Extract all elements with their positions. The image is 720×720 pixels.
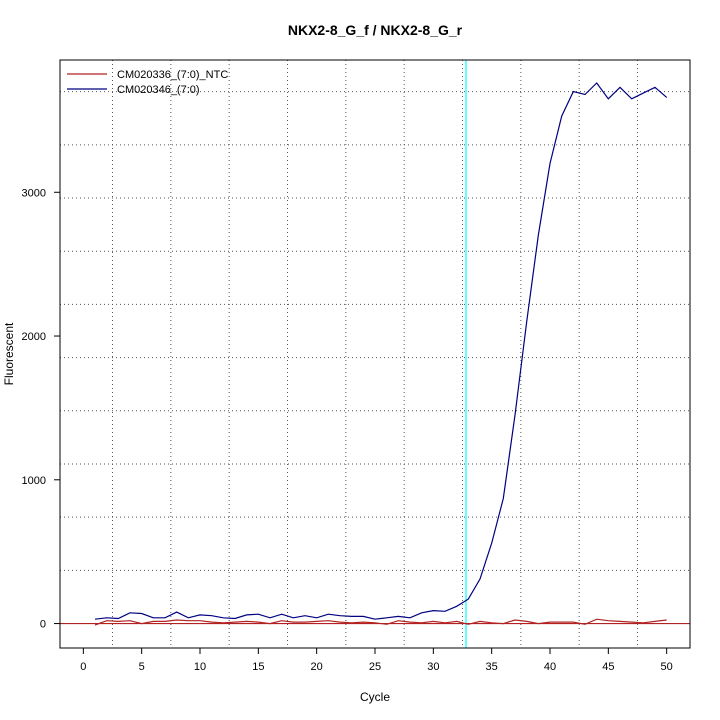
data-series xyxy=(94,82,668,626)
x-tick-label: 30 xyxy=(427,661,439,673)
y-tick-label: 3000 xyxy=(22,187,46,199)
x-tick-label: 25 xyxy=(369,661,381,673)
x-tick-label: 45 xyxy=(602,661,614,673)
series-line-2 xyxy=(94,82,668,620)
x-tick-label: 10 xyxy=(194,661,206,673)
x-axis: 0 5 10 15 20 25 30 35 40 45 50 xyxy=(80,647,673,673)
y-tick-label: 2000 xyxy=(22,331,46,343)
y-tick-label: 1000 xyxy=(22,475,46,487)
x-tick-label: 15 xyxy=(252,661,264,673)
legend-label: CM020346_(7:0) xyxy=(117,84,200,96)
x-tick-label: 40 xyxy=(544,661,556,673)
chart-title: NKX2-8_G_f / NKX2-8_G_r xyxy=(288,22,463,38)
grid-lines xyxy=(60,60,690,648)
y-axis-label: Fluorescent xyxy=(2,322,16,385)
x-axis-label: Cycle xyxy=(360,690,390,704)
legend: CM020336_(7:0)_NTC CM020346_(7:0) xyxy=(67,69,228,96)
legend-label: CM020336_(7:0)_NTC xyxy=(117,69,228,81)
x-tick-label: 50 xyxy=(661,661,673,673)
x-tick-label: 20 xyxy=(311,661,323,673)
y-axis: 0 1000 2000 3000 xyxy=(22,187,61,631)
reference-lines xyxy=(60,60,690,648)
x-tick-label: 5 xyxy=(139,661,145,673)
x-tick-label: 0 xyxy=(80,661,86,673)
x-tick-label: 35 xyxy=(486,661,498,673)
series-line-1 xyxy=(94,618,667,626)
y-tick-label: 0 xyxy=(40,619,46,631)
